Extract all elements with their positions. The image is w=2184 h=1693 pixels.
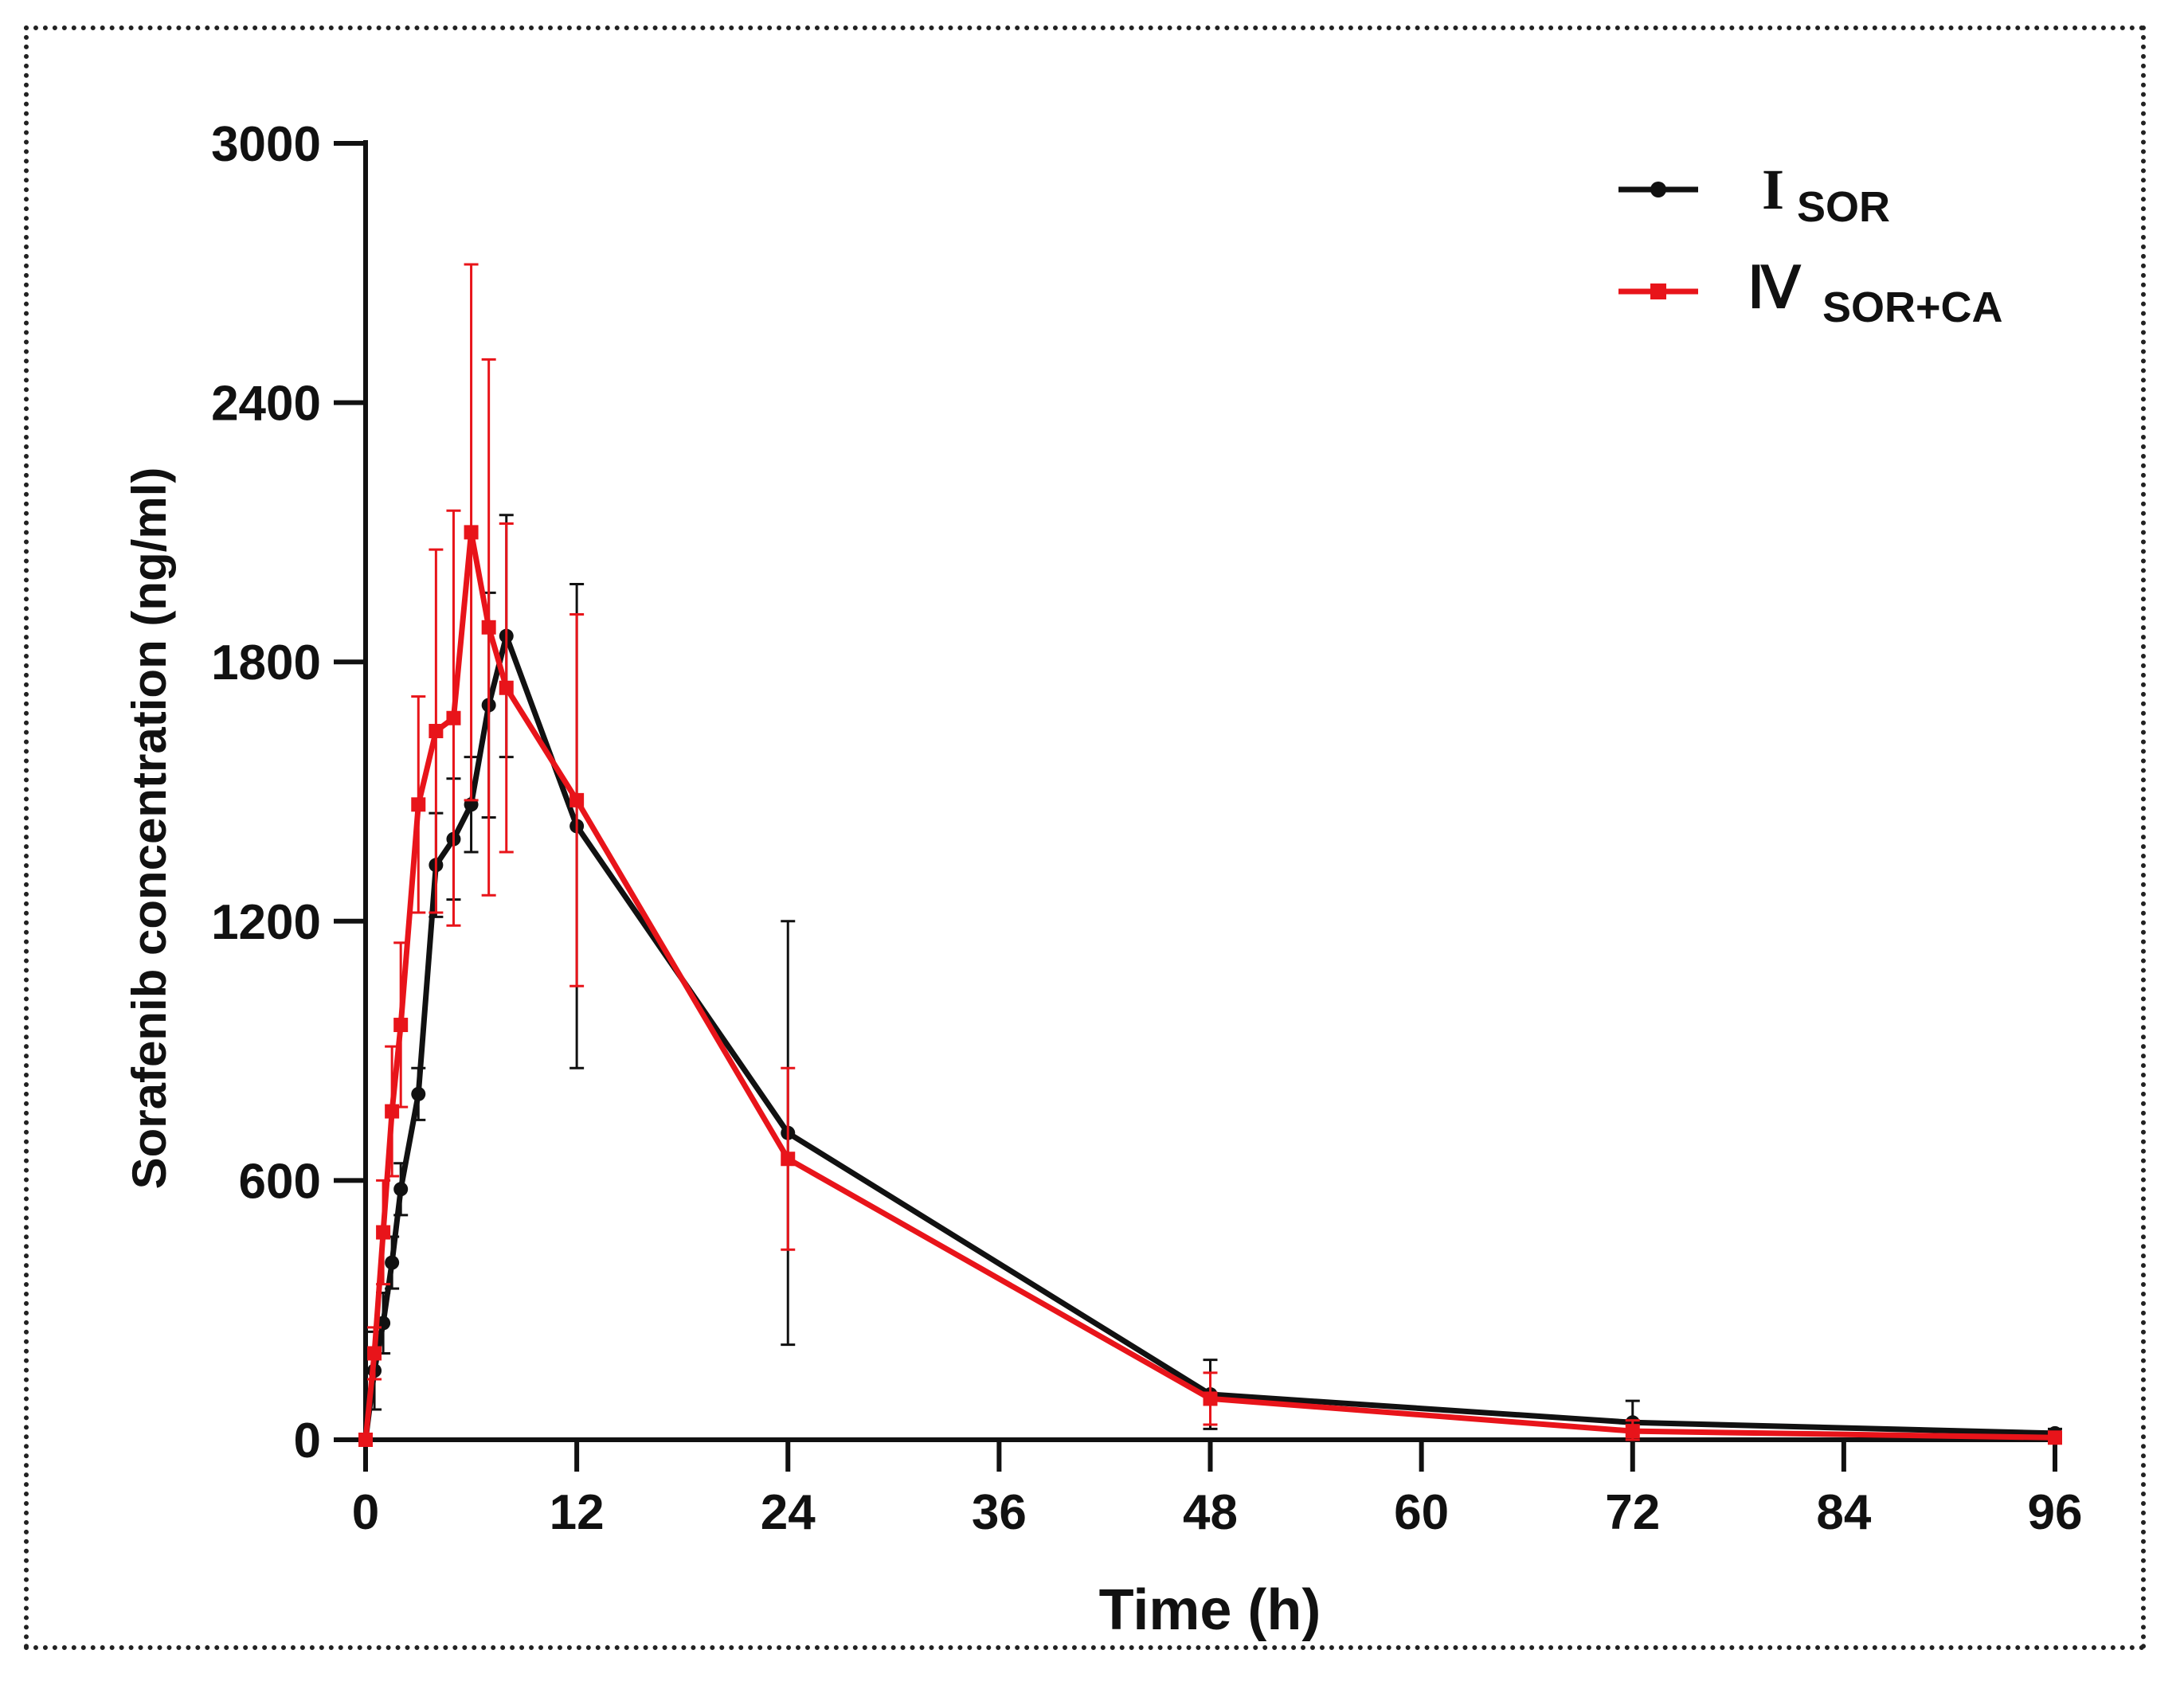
legend-marker-series-2: [1650, 283, 1666, 299]
axes-layer: 0 600 1200 1800 2400 3000 0 12 24 36 48 60 72 84 96: [211, 117, 2082, 1540]
y-tick-label: 3000: [211, 117, 321, 172]
data-point: [385, 1255, 400, 1270]
data-point: [376, 1225, 391, 1240]
series-line: [362, 633, 2056, 1441]
series-layer: [358, 263, 2062, 1447]
legend-entry-series-2: Ⅳ SOR+CA: [1618, 256, 2003, 331]
series-line: [362, 529, 2056, 1441]
data-point: [499, 680, 514, 695]
y-tick-label: 1800: [211, 635, 321, 690]
y-tick-label: 2400: [211, 377, 321, 432]
y-tick-label: 600: [239, 1154, 321, 1209]
data-point: [393, 1182, 409, 1197]
data-point: [569, 792, 585, 807]
series-2: [358, 263, 2062, 1447]
y-axis-label: Sorafenib concentration (ng/ml): [123, 467, 176, 1190]
x-tick-label: 36: [972, 1485, 1027, 1540]
y-tick-label: 0: [294, 1413, 321, 1468]
series-1: [358, 514, 2062, 1447]
legend-entry-series-1: I SOR: [1618, 158, 1890, 231]
x-tick-label: 0: [352, 1485, 379, 1540]
data-point: [385, 1104, 400, 1119]
data-point: [411, 1086, 426, 1101]
data-point: [1203, 1391, 1218, 1406]
x-tick-label: 96: [2028, 1485, 2083, 1540]
data-point: [367, 1346, 382, 1361]
legend-subscript-series-1: SOR: [1797, 183, 1890, 231]
data-point: [393, 1018, 409, 1033]
data-point: [2048, 1430, 2062, 1445]
x-tick-label: 60: [1394, 1485, 1449, 1540]
legend-label-series-2: Ⅳ: [1748, 256, 1802, 320]
legend: I SOR Ⅳ SOR+CA: [1618, 158, 2003, 331]
x-tick-label: 48: [1183, 1485, 1238, 1540]
figure-frame: [24, 25, 2146, 1650]
data-point: [781, 1151, 796, 1167]
legend-subscript-series-2: SOR+CA: [1822, 283, 2003, 331]
x-tick-label: 84: [1816, 1485, 1871, 1540]
legend-marker-series-1: [1650, 182, 1666, 197]
x-tick-label: 24: [761, 1485, 816, 1540]
data-point: [464, 525, 479, 540]
data-point: [1625, 1424, 1640, 1439]
y-tick-label: 1200: [211, 895, 321, 950]
x-tick-label: 72: [1605, 1485, 1660, 1540]
legend-label-series-1: I: [1762, 158, 1784, 221]
data-point: [446, 710, 461, 725]
data-point: [358, 1433, 373, 1447]
data-point: [481, 620, 496, 635]
data-point: [411, 797, 426, 812]
x-tick-label: 12: [550, 1485, 605, 1540]
x-axis-label: Time (h): [1099, 1578, 1321, 1642]
data-point: [429, 724, 444, 739]
